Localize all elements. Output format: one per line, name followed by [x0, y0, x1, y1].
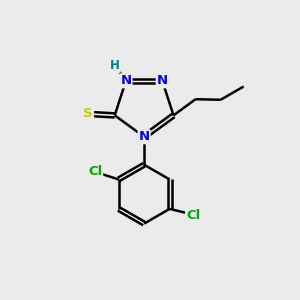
Text: S: S — [83, 107, 93, 120]
Text: N: N — [139, 130, 150, 143]
Text: N: N — [120, 74, 131, 87]
Text: Cl: Cl — [186, 209, 200, 222]
Text: H: H — [110, 59, 120, 72]
Text: N: N — [157, 74, 168, 87]
Text: Cl: Cl — [88, 165, 102, 178]
